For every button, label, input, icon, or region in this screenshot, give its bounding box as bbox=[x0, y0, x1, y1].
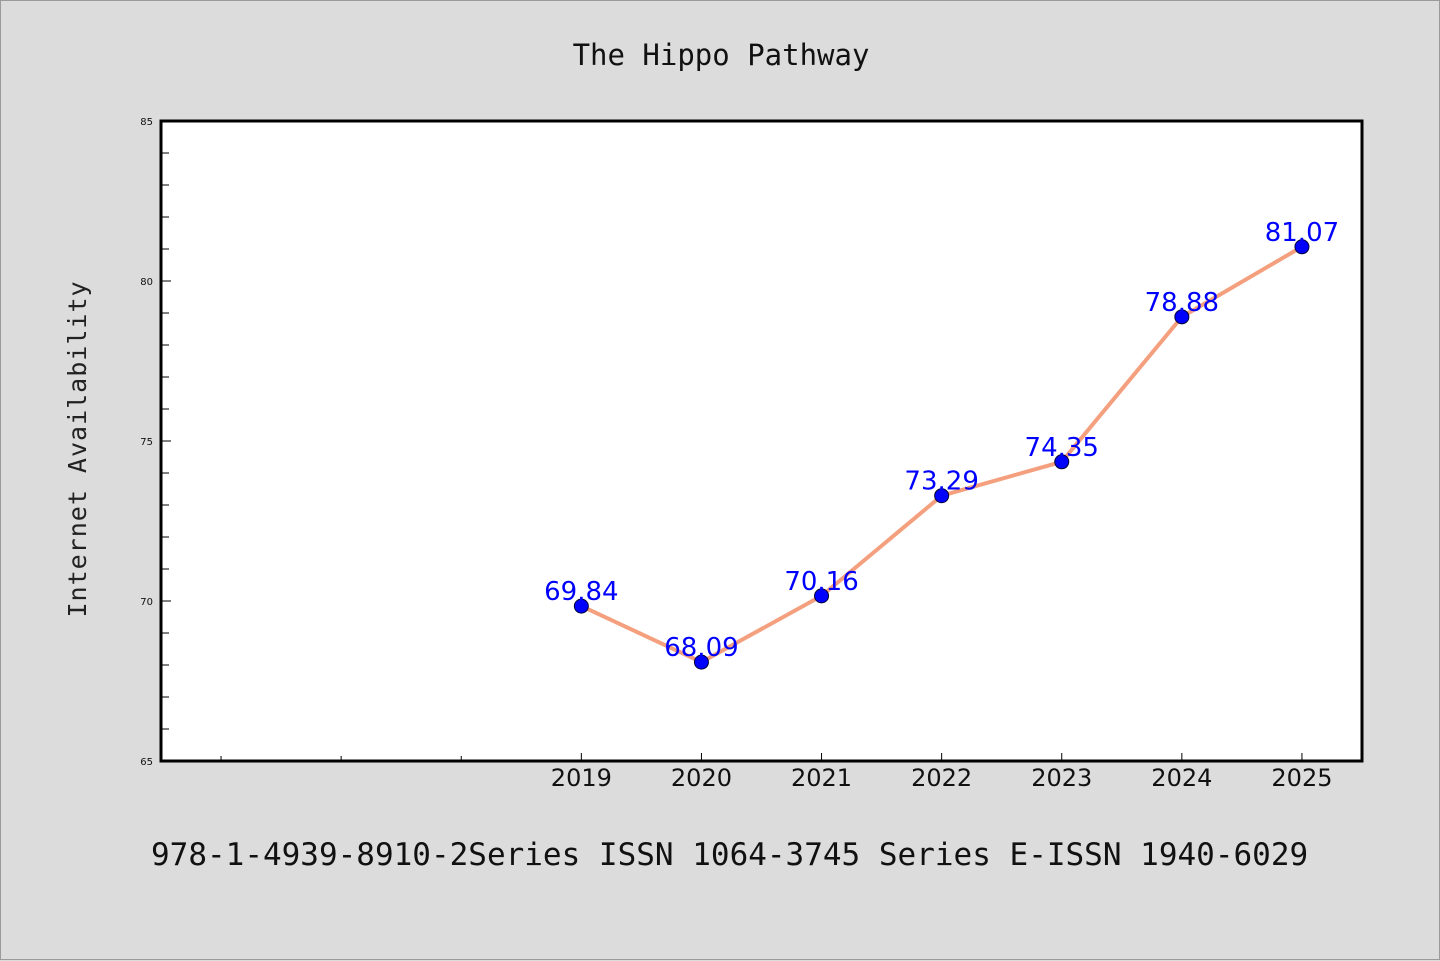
data-point bbox=[934, 488, 950, 504]
x-axis-ticks: 2019 2020 2021 2022 2023 2024 2025 bbox=[220, 753, 1332, 792]
data-label: 69.84 bbox=[544, 577, 618, 607]
y-tick-label: 75 bbox=[140, 437, 153, 448]
y-axis-label: Internet Availability bbox=[63, 280, 92, 617]
x-tick-label: 2025 bbox=[1271, 764, 1332, 792]
x-tick-label: 2024 bbox=[1151, 764, 1212, 792]
data-label: 70.16 bbox=[784, 567, 858, 597]
x-tick-label: 2022 bbox=[911, 764, 972, 792]
data-labels: 69.84 68.09 70.16 73.29 74.35 78.88 81.07 bbox=[544, 218, 1339, 663]
data-label: 78.88 bbox=[1145, 288, 1219, 318]
data-label: 74.35 bbox=[1025, 433, 1099, 463]
x-tick-label: 2021 bbox=[791, 764, 852, 792]
chart-title: The Hippo Pathway bbox=[573, 38, 870, 72]
x-tick-label: 2023 bbox=[1031, 764, 1092, 792]
y-tick-label: 65 bbox=[140, 757, 153, 768]
data-label: 73.29 bbox=[904, 467, 978, 497]
y-tick-label: 70 bbox=[140, 597, 153, 608]
x-tick-label: 2020 bbox=[671, 764, 732, 792]
plot-area bbox=[159, 119, 1364, 763]
data-markers bbox=[573, 239, 1310, 670]
x-tick-label: 2019 bbox=[551, 764, 612, 792]
data-point bbox=[1174, 309, 1190, 325]
footer-isbn-issn: 978-1-4939-8910-2Series ISSN 1064-3745 S… bbox=[151, 837, 1308, 873]
y-tick-label: 85 bbox=[140, 117, 153, 128]
data-point bbox=[573, 598, 589, 614]
data-point bbox=[1294, 239, 1310, 255]
data-point bbox=[1054, 454, 1070, 470]
data-label: 68.09 bbox=[664, 633, 738, 663]
y-tick-label: 80 bbox=[140, 277, 153, 288]
data-label: 81.07 bbox=[1265, 218, 1339, 248]
data-point bbox=[814, 588, 830, 604]
y-axis-ticks: 65 70 75 80 85 bbox=[140, 117, 171, 768]
data-point bbox=[693, 654, 709, 670]
